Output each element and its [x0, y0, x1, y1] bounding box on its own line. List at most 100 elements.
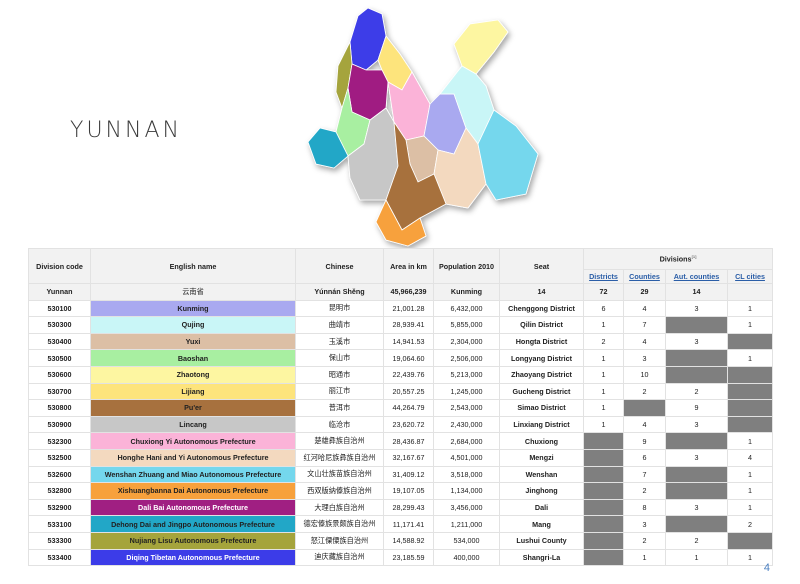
header-seat: Seat: [499, 248, 584, 284]
cell-seat: Wenshan: [499, 465, 584, 484]
cell-area: 22,439.76: [383, 365, 434, 384]
cell-aut-counties: [665, 482, 728, 500]
page-number: 4: [763, 562, 770, 574]
map-region-xishuangbanna: [375, 199, 427, 247]
cell-aut-counties: [665, 316, 728, 334]
cell-districts: 2: [583, 332, 624, 351]
map-region-puer: [385, 121, 447, 231]
header-area: Area in km: [383, 248, 434, 284]
cell-cl-cities: 1: [726, 465, 774, 484]
cell-counties: 6: [623, 448, 666, 467]
total-chinese: Yúnnán Shěng: [295, 283, 384, 301]
cell-chinese: 昆明市: [295, 299, 384, 318]
cell-area: 19,107.05: [383, 482, 434, 500]
cell-districts: 1: [583, 415, 624, 434]
cell-code: 532600: [28, 465, 91, 484]
cell-cl-cities: 1: [726, 482, 774, 500]
cell-aut-counties: 3: [665, 332, 728, 351]
cell-cl-cities: 1: [726, 432, 774, 450]
header-chinese: Chinese: [295, 248, 384, 284]
cell-cl-cities: 1: [726, 316, 774, 334]
header-divisions: Divisions[1]: [582, 248, 774, 270]
cell-counties: 4: [623, 415, 666, 434]
cell-chinese: 大理白族自治州: [295, 498, 384, 517]
total-districts: 72: [583, 283, 624, 301]
table-row: 530900 Lincang 临沧市 23,620.72 2,430,000 Linxia…: [28, 415, 774, 434]
cell-districts: 6: [583, 299, 624, 318]
cell-chinese: 昭通市: [295, 365, 384, 384]
cell-aut-counties: [665, 349, 728, 367]
total-code: Yunnan: [28, 283, 91, 301]
cell-area: 14,941.53: [383, 332, 434, 351]
cell-population: 6,432,000: [433, 299, 500, 318]
header-aut-counties[interactable]: Aut. counties: [665, 269, 728, 284]
cell-chinese: 怒江傈僳族自治州: [295, 531, 384, 550]
cell-aut-counties: [665, 432, 728, 450]
cell-english: Diqing Tibetan Autonomous Prefecture: [90, 548, 296, 567]
cell-aut-counties: 3: [665, 498, 728, 517]
cell-population: 3,518,000: [433, 465, 500, 484]
cell-chinese: 文山壮族苗族自治州: [295, 465, 384, 484]
cell-population: 4,501,000: [433, 448, 500, 467]
cell-cl-cities: [726, 399, 774, 417]
cell-counties: 2: [623, 482, 666, 500]
cell-chinese: 普洱市: [295, 399, 384, 417]
cell-counties: 4: [623, 332, 666, 351]
cell-seat: Linxiang District: [499, 415, 584, 434]
cell-aut-counties: 9: [665, 399, 728, 417]
cell-aut-counties: [665, 365, 728, 384]
table-row: 532300 Chuxiong Yi Autonomous Prefecture 楚…: [28, 432, 774, 450]
cell-cl-cities: [726, 415, 774, 434]
cell-cl-cities: [726, 531, 774, 550]
cell-counties: 3: [623, 515, 666, 533]
cell-area: 21,001.28: [383, 299, 434, 318]
cell-counties: 1: [623, 548, 666, 567]
table-row: 530400 Yuxi 玉溪市 14,941.53 2,304,000 Hongta Di…: [28, 332, 774, 351]
cell-counties: 4: [623, 299, 666, 318]
cell-seat: Longyang District: [499, 349, 584, 367]
cell-code: 530900: [28, 415, 91, 434]
cell-counties: 3: [623, 349, 666, 367]
cell-cl-cities: [726, 365, 774, 384]
cell-seat: Chenggong District: [499, 299, 584, 318]
cell-counties: 8: [623, 498, 666, 517]
header-population: Population 2010: [433, 248, 500, 284]
cell-area: 32,167.67: [383, 448, 434, 467]
table-row: 533400 Diqing Tibetan Autonomous Prefectu…: [28, 548, 774, 567]
counties-link[interactable]: Counties: [629, 272, 660, 281]
cell-counties: 7: [623, 465, 666, 484]
cell-cl-cities: 1: [726, 349, 774, 367]
cell-code: 530500: [28, 349, 91, 367]
cell-districts: [583, 448, 624, 467]
cell-code: 533300: [28, 531, 91, 550]
cell-chinese: 丽江市: [295, 382, 384, 401]
cell-cl-cities: 1: [726, 498, 774, 517]
header-counties[interactable]: Counties: [623, 269, 666, 284]
table-row: 530800 Pu'er 普洱市 44,264.79 2,543,000 Simao Di…: [28, 399, 774, 417]
cell-districts: 1: [583, 349, 624, 367]
cell-english: Chuxiong Yi Autonomous Prefecture: [90, 432, 296, 450]
cell-population: 2,304,000: [433, 332, 500, 351]
cell-code: 530400: [28, 332, 91, 351]
header-cl-cities[interactable]: CL cities: [726, 269, 774, 284]
cell-english: Baoshan: [90, 349, 296, 367]
cell-english: Yuxi: [90, 332, 296, 351]
header-districts[interactable]: Districts: [583, 269, 624, 284]
cell-code: 532500: [28, 448, 91, 467]
cell-counties: 9: [623, 432, 666, 450]
cell-chinese: 保山市: [295, 349, 384, 367]
footnote-ref[interactable]: [1]: [691, 254, 697, 260]
cell-english: Kunming: [90, 299, 296, 318]
cell-districts: [583, 465, 624, 484]
total-seat: 14: [499, 283, 584, 301]
cell-english: Pu'er: [90, 399, 296, 417]
cl-cities-link[interactable]: CL cities: [735, 272, 765, 281]
cell-population: 2,684,000: [433, 432, 500, 450]
cell-counties: 2: [623, 382, 666, 401]
cell-cl-cities: 1: [726, 299, 774, 318]
cell-area: 14,588.92: [383, 531, 434, 550]
aut-counties-link[interactable]: Aut. counties: [673, 272, 720, 281]
districts-link[interactable]: Districts: [589, 272, 618, 281]
cell-area: 28,939.41: [383, 316, 434, 334]
total-english: 云南省: [90, 283, 296, 301]
